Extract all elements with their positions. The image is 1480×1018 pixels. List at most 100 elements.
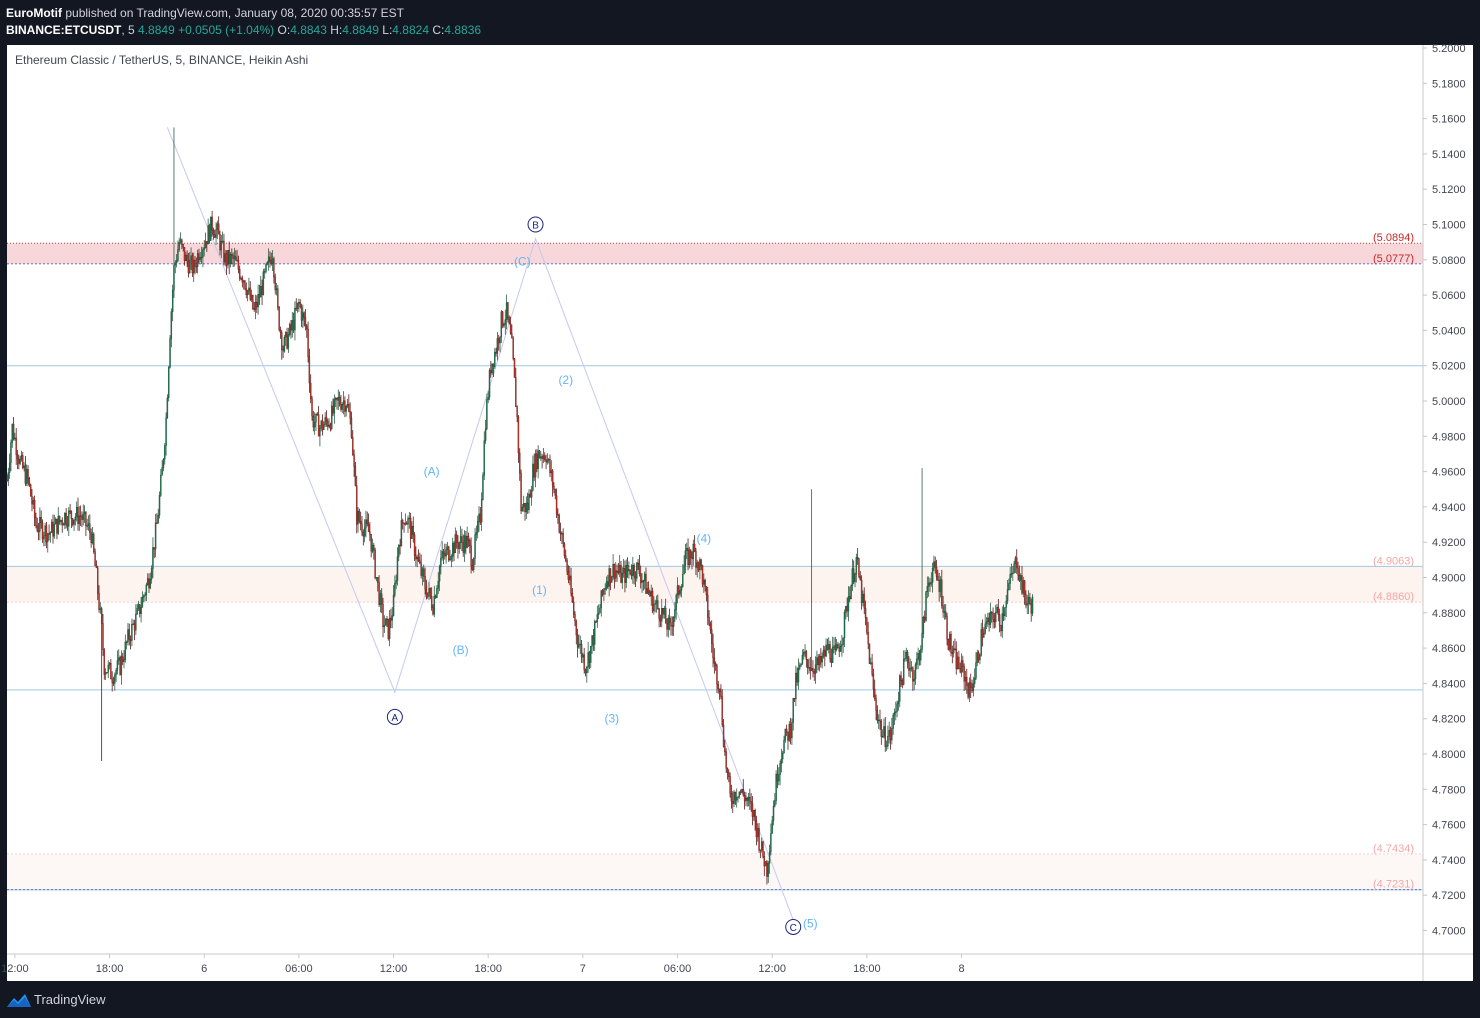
candle-body (192, 259, 195, 274)
candle-body (494, 351, 496, 367)
wave-label: (1) (532, 583, 547, 597)
candle-body (279, 329, 282, 333)
candle-body (938, 580, 940, 592)
candle-body (908, 662, 910, 671)
candle-body (817, 657, 819, 666)
candle-body (962, 660, 964, 667)
candle-body (104, 672, 107, 675)
candle-body (313, 422, 316, 428)
candle-body (795, 672, 797, 700)
candle-body (697, 562, 700, 571)
candle-body (1005, 600, 1007, 608)
candle-body (800, 663, 802, 666)
candle-body (608, 568, 610, 587)
candle-body (747, 797, 750, 801)
candle-body (968, 682, 971, 698)
candle-body (880, 721, 883, 737)
candle-body (350, 417, 353, 438)
candle-body (383, 625, 386, 628)
candle-body (266, 262, 269, 265)
candle-body (983, 633, 985, 638)
candle-body (875, 698, 877, 711)
candle-body (557, 514, 559, 516)
candle-body (432, 607, 434, 615)
candle-body (737, 796, 739, 798)
candle-body (703, 579, 705, 585)
candle-body (421, 568, 424, 576)
candle-body (390, 617, 392, 621)
level-price-label: (4.9063) (1373, 555, 1414, 567)
level-price-label: (5.0777) (1373, 253, 1414, 265)
candle-body (546, 459, 549, 463)
candle-body (378, 582, 380, 605)
tradingview-brand[interactable]: TradingView (34, 992, 106, 1007)
candle-body (596, 614, 599, 622)
time-axis[interactable]: 12:00 18:00 6 06:00 12:00 18:00 7 06:00 12:00 18:… (1, 954, 965, 975)
candle-body (663, 607, 666, 615)
candle-body (304, 317, 307, 327)
candle-body (194, 259, 196, 267)
candle-body (261, 286, 263, 295)
candle-body (325, 417, 328, 422)
candle-body (960, 660, 963, 673)
candle-body (433, 595, 435, 615)
tradingview-logo-icon[interactable] (6, 991, 32, 1009)
candle-body (1004, 607, 1006, 617)
candle-body (161, 467, 163, 476)
candle-body (386, 618, 388, 620)
candle-body (119, 657, 121, 675)
price-tick-label: 4.7800 (1432, 784, 1466, 796)
candle-body (537, 450, 539, 470)
candle-body (893, 712, 896, 716)
candle-body (924, 617, 926, 621)
candle-body (988, 617, 990, 625)
candle-body (37, 530, 40, 533)
candle-body (987, 617, 989, 622)
price-axis[interactable]: 5.2000 5.1800 5.1600 5.1400 5.1200 5.1000 5.08… (1423, 43, 1466, 938)
publisher-name[interactable]: EuroMotif (6, 6, 62, 20)
price-tick-label: 5.0800 (1432, 255, 1466, 267)
candle-body (991, 612, 993, 614)
candle-body (89, 523, 91, 533)
candle-body (12, 423, 15, 440)
candle-body (741, 789, 743, 793)
price-chart[interactable]: A B C (A) (B) (C) (1) (2) (3) (4) (5) 5.2000 5.1800… (0, 40, 1480, 983)
candle-body (121, 656, 124, 662)
candle-body (241, 278, 244, 283)
candle-body (971, 687, 973, 692)
candle-body (310, 382, 312, 399)
candle-body (689, 549, 692, 559)
candle-body (955, 648, 957, 670)
candle-body (780, 758, 783, 764)
candle-body (136, 608, 138, 615)
candle-body (816, 657, 818, 665)
candle-body (137, 604, 140, 609)
time-tick-label: 18:00 (853, 963, 881, 975)
candle-body (149, 579, 152, 589)
candle-body (449, 558, 451, 561)
candle-body (567, 571, 570, 580)
candle-body (785, 728, 788, 733)
candle-body (767, 863, 769, 877)
candle-body (28, 478, 31, 485)
candle-body (300, 306, 303, 321)
candle-body (45, 525, 48, 543)
candle-body (916, 658, 918, 665)
candle-body (592, 635, 595, 645)
candle-body (597, 612, 600, 615)
candle-body (248, 287, 250, 291)
candle-body (776, 773, 779, 782)
candle-body (879, 719, 881, 722)
candle-body (288, 324, 291, 335)
candle-body (930, 582, 932, 585)
symbol-label[interactable]: BINANCE:ETCUSDT (6, 23, 122, 37)
candle-body (864, 608, 867, 618)
candle-body (254, 302, 257, 310)
candle-body (334, 397, 337, 400)
candle-body (271, 258, 274, 265)
candle-body (528, 493, 530, 511)
candle-body (519, 452, 521, 474)
candle-body (455, 534, 458, 543)
candle-body (866, 617, 868, 633)
candle-body (989, 612, 992, 625)
